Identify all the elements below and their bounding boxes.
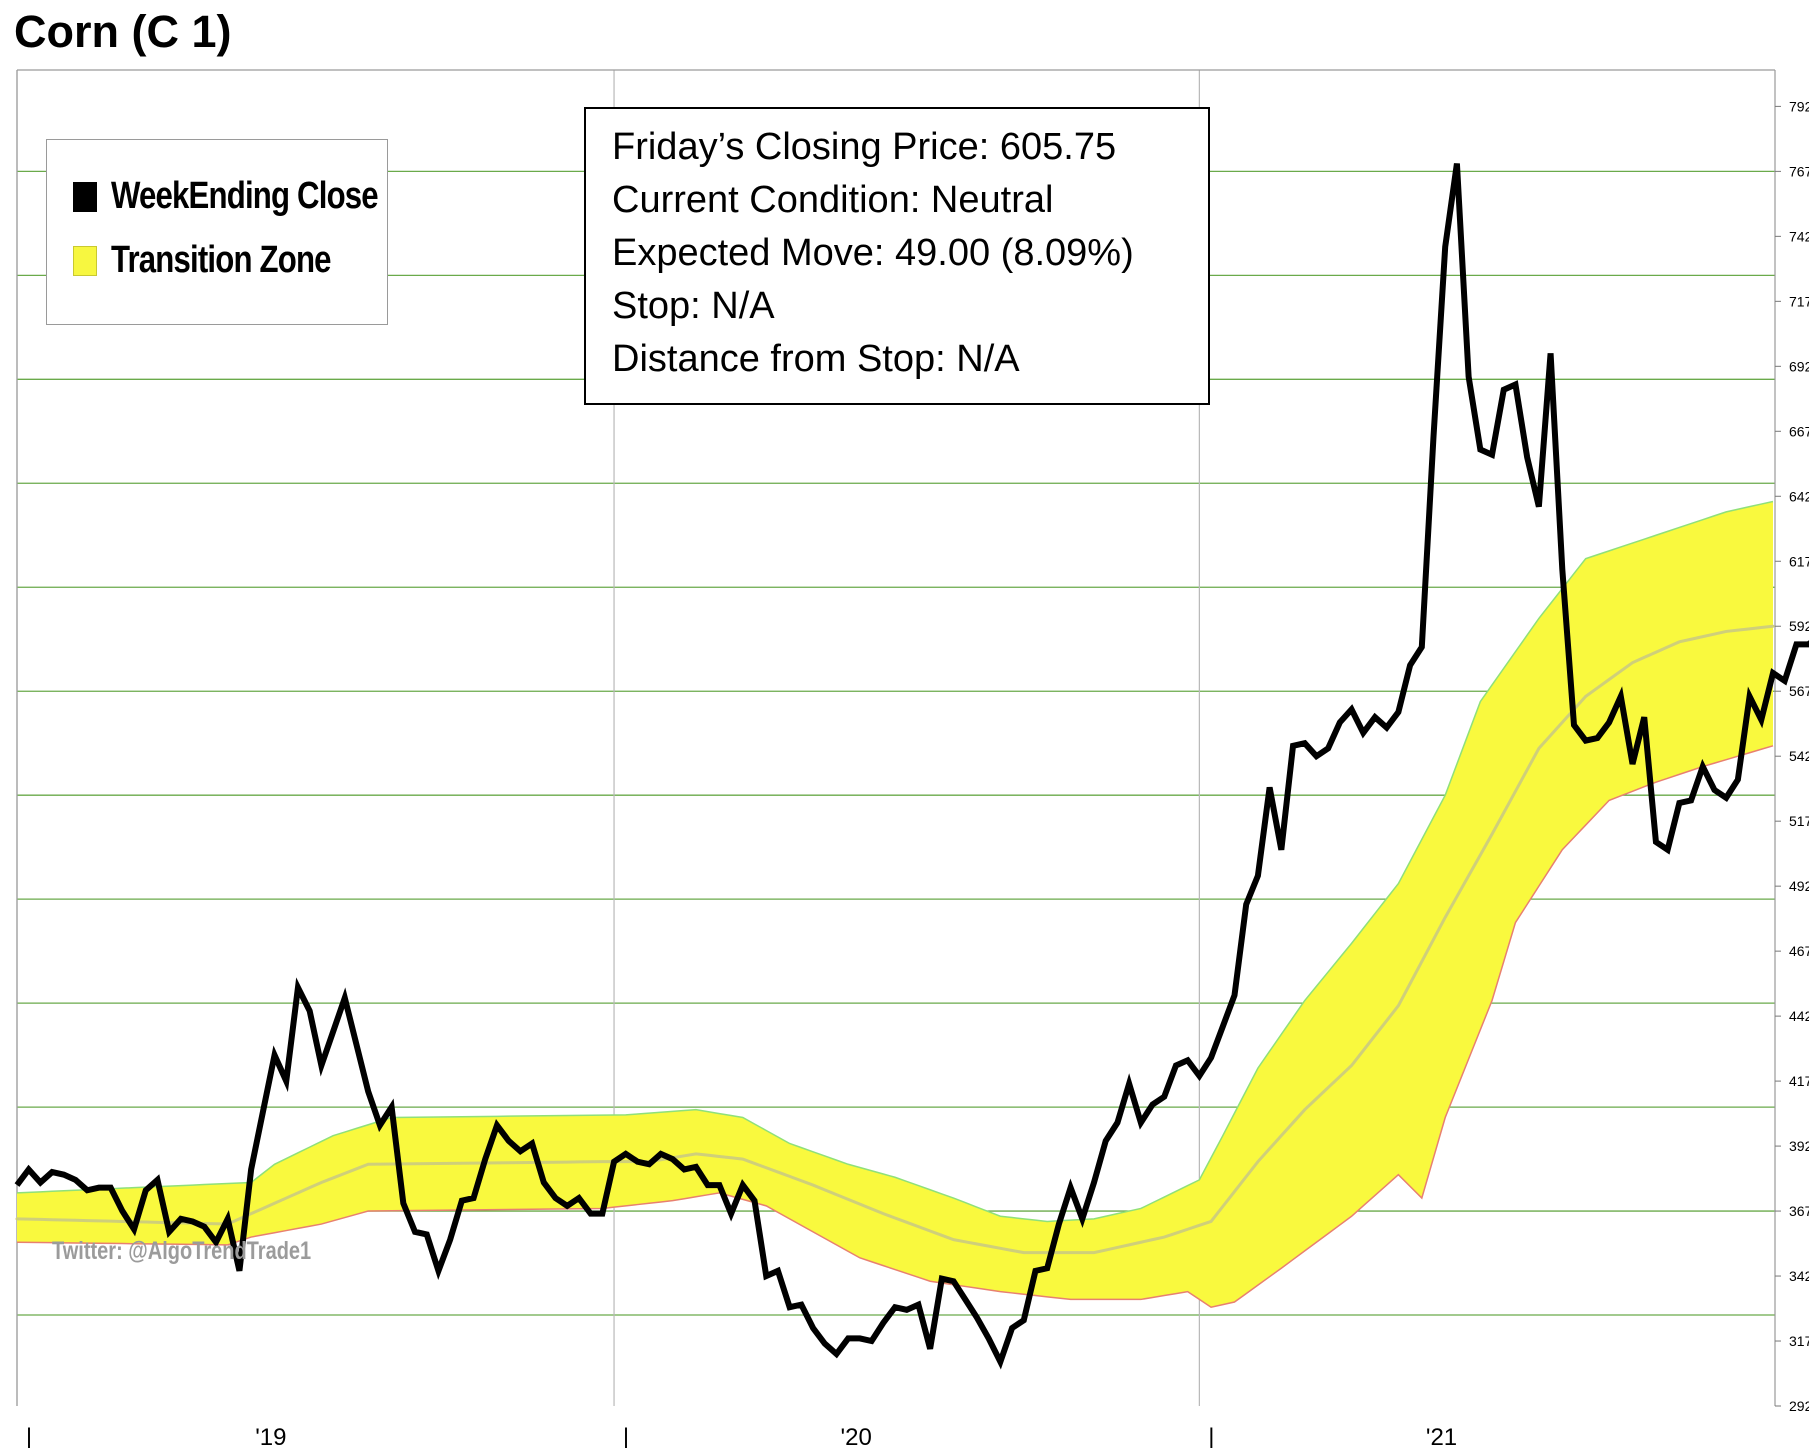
x-tick-label: | [26,1424,32,1448]
y-tick-label: 492 [1789,878,1809,894]
info-expected-move: Expected Move: 49.00 (8.09%) [612,232,1134,274]
y-tick-label: 292 [1789,1398,1809,1414]
close-line-layer [14,163,1809,1370]
y-tick-label: 692 [1789,358,1809,374]
info-stop: Stop: N/A [612,285,775,327]
y-tick-label: 742 [1789,228,1809,244]
y-tick-label: 467 [1789,943,1809,959]
y-tick-label: 642 [1789,488,1809,504]
y-tick-label: 517 [1789,813,1809,829]
x-tick-label: '21 [1426,1424,1457,1448]
y-tick-label: 367 [1789,1203,1809,1219]
y-tick-label: 542 [1789,748,1809,764]
y-tick-label: 792 [1789,98,1809,114]
info-box: Friday’s Closing Price: 605.75 Current C… [584,107,1210,405]
y-tick-label: 442 [1789,1008,1809,1024]
x-tick-label: '20 [841,1424,872,1448]
transition-zone-lower-edge [16,745,1774,1309]
y-tick-label: 617 [1789,553,1809,569]
y-tick-label: 592 [1789,618,1809,634]
x-tick-label: | [1208,1424,1214,1448]
y-tick-label: 392 [1789,1138,1809,1154]
y-tick-label: 417 [1789,1073,1809,1089]
legend-item-zone: Transition Zone [73,239,379,282]
legend-swatch-close [73,181,97,212]
y-tick-label: 342 [1789,1268,1809,1284]
transition-zone-upper-edge [16,500,1774,1223]
info-current-condition: Current Condition: Neutral [612,179,1054,221]
y-tick-label: 667 [1789,423,1809,439]
legend: WeekEnding Close Transition Zone [46,139,388,325]
legend-label-zone: Transition Zone [111,239,332,281]
y-tick-label: 767 [1789,163,1809,179]
transition-zone-midline [15,624,1775,1255]
legend-swatch-zone [73,245,97,276]
transition-zone-band [17,501,1773,1308]
legend-item-close: WeekEnding Close [73,175,436,218]
watermark: Twitter: @AlgoTrendTrade1 [52,1237,312,1265]
legend-label-close: WeekEnding Close [111,175,379,217]
y-tick-label: 717 [1789,293,1809,309]
y-tick-label: 567 [1789,683,1809,699]
close-price-line [14,163,1809,1370]
chart-title: Corn (C 1) [14,6,232,57]
y-tick-label: 317 [1789,1333,1809,1349]
axis-layer: 292 317 342 367 392 417 442 467 492 517 542 567 592 6… [26,98,1809,1448]
info-distance-from-stop: Distance from Stop: N/A [612,338,1020,380]
x-tick-label: '19 [255,1424,286,1448]
info-closing-price: Friday’s Closing Price: 605.75 [612,126,1117,168]
transition-zone-layer [15,500,1775,1309]
x-tick-label: | [623,1424,629,1448]
